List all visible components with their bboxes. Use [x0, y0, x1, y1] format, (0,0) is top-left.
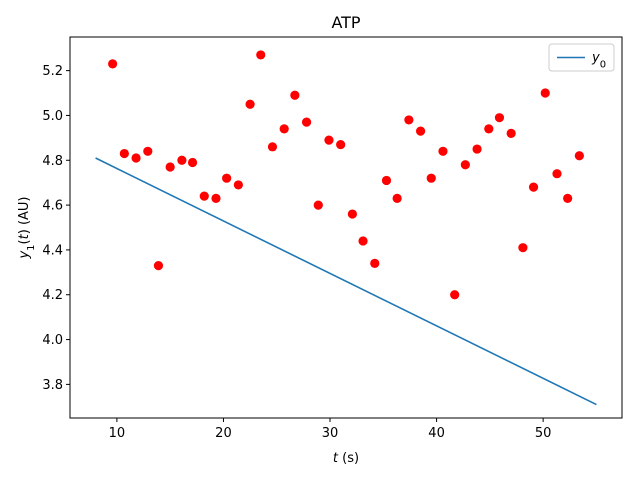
y-axis-label: y1(t) (AU)	[17, 196, 37, 259]
scatter-point	[153, 261, 164, 271]
scatter-point	[528, 182, 539, 192]
scatter-point	[460, 160, 470, 170]
chart-title: ATP	[331, 13, 360, 32]
scatter-point	[574, 151, 584, 161]
plot-area	[70, 37, 622, 418]
x-axis-label: t (s)	[333, 451, 359, 466]
scatter-point	[143, 146, 153, 156]
scatter-point	[222, 173, 232, 183]
scatter-point	[415, 126, 426, 136]
scatter-point	[540, 88, 550, 98]
y-tick-label: 4.6	[42, 199, 63, 214]
scatter-point	[187, 157, 198, 168]
scatter-point	[256, 50, 266, 60]
scatter-point	[119, 148, 129, 159]
scatter-point	[438, 146, 448, 156]
scatter-point	[506, 128, 516, 138]
scatter-point	[211, 193, 221, 203]
y-tick-label: 4.0	[42, 333, 63, 348]
axes-layer: 10 20 30 40 50 3.8 4.0 4.2 4.4 4.6 4.8 5.0 5.2	[42, 36, 623, 441]
y-tick-label: 5.0	[42, 109, 63, 124]
scatter-point	[358, 236, 368, 246]
series-layer	[95, 50, 597, 406]
scatter-point	[370, 258, 380, 268]
scatter-point	[518, 243, 528, 253]
scatter-point	[324, 135, 334, 145]
x-tick-label: 10	[109, 426, 126, 441]
scatter-point	[131, 153, 141, 163]
x-tick-label: 50	[535, 426, 552, 441]
legend: y0	[548, 43, 615, 72]
y-tick-label: 4.8	[42, 154, 63, 169]
legend-label-y0: y0	[591, 51, 606, 71]
x-tick-label: 20	[215, 426, 232, 441]
series-line-y0	[95, 157, 597, 406]
y-tick-label: 4.2	[42, 288, 63, 303]
scatter-point	[347, 209, 357, 219]
scatter-point	[484, 124, 494, 134]
y-tick-label: 5.2	[42, 64, 63, 79]
scatter-point	[290, 90, 300, 100]
scatter-point	[313, 200, 323, 210]
scatter-point	[108, 59, 118, 69]
scatter-point	[165, 162, 175, 172]
scatter-point	[336, 139, 346, 150]
scatter-point	[450, 290, 460, 300]
x-tick-label: 30	[322, 426, 339, 441]
scatter-point	[233, 180, 243, 190]
scatter-point	[177, 155, 187, 165]
scatter-point	[279, 124, 289, 134]
axes-frame	[69, 36, 623, 419]
scatter-point	[404, 115, 414, 125]
scatter-point	[494, 113, 505, 123]
scatter-point	[426, 173, 436, 183]
scatter-point	[392, 193, 402, 203]
scatter-point	[267, 142, 278, 152]
x-tick-label: 40	[428, 426, 445, 441]
scatter-point	[472, 144, 482, 154]
y-tick-label: 3.8	[42, 378, 63, 393]
scatter-point	[301, 117, 312, 127]
scatter-point	[245, 99, 255, 109]
scatter-point	[381, 175, 392, 186]
y-tick-label: 4.4	[42, 243, 63, 258]
scatter-point	[563, 193, 573, 203]
scatter-point	[552, 169, 562, 179]
scatter-point	[199, 191, 209, 201]
